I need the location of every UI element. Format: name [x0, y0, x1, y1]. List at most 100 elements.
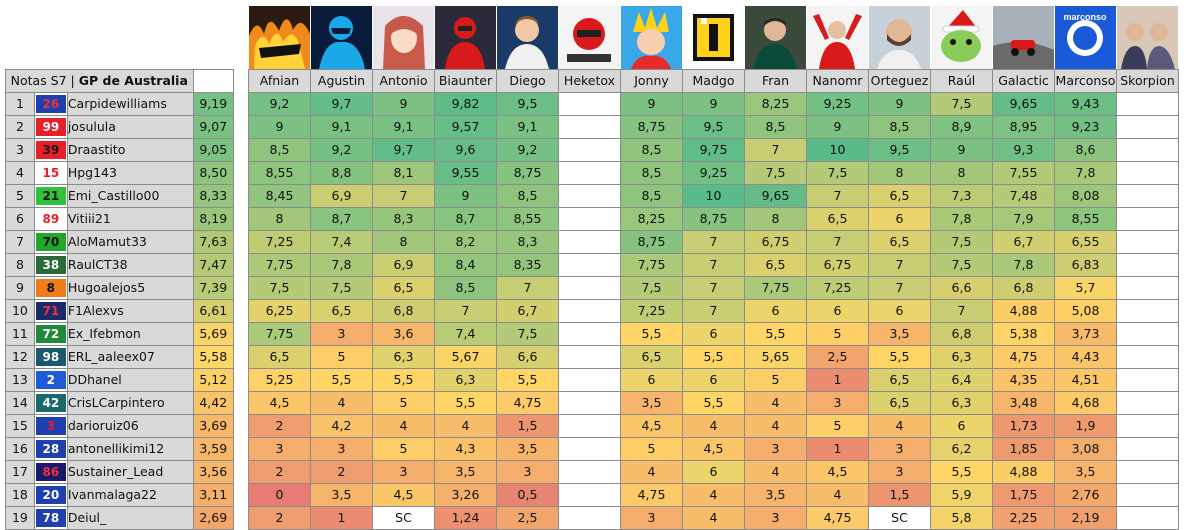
score-cell: 4 [682, 414, 745, 438]
score-cell: 5,5 [682, 391, 745, 415]
score-cell: 5,5 [682, 345, 745, 369]
score-cell: 7,9 [992, 207, 1055, 231]
kart-track-avatar-icon [993, 6, 1054, 69]
score-cell: 4,2 [310, 414, 373, 438]
score-cell: 3,5 [620, 391, 683, 415]
score-cell: 6,83 [1054, 253, 1117, 277]
score-cell: 4,5 [806, 460, 869, 484]
car-number-cell: 3 [33, 414, 68, 438]
score-cell: 8,75 [620, 230, 683, 254]
score-cell: 4 [434, 414, 497, 438]
judge-header-row: Afnian Agustin Antonio Biaunter Diego Heketox… [248, 69, 1179, 93]
average-cell: 9,19 [192, 92, 235, 116]
average-cell: 5,12 [192, 368, 235, 392]
score-cell: 3,48 [992, 391, 1055, 415]
score-cell: 1,85 [992, 437, 1055, 461]
score-cell: 5,5 [310, 368, 373, 392]
avatar [249, 6, 310, 69]
ranking-row: 6 89 Vitiii21 8,19 [5, 207, 235, 231]
score-cell: 10 [806, 138, 869, 162]
score-cell: 8,6 [1054, 138, 1117, 162]
score-cell: 8,3 [496, 230, 559, 254]
car-number-cell: 20 [33, 483, 68, 507]
position-cell: 1 [5, 92, 35, 116]
score-cell: 9 [868, 92, 931, 116]
score-cell: 7,4 [434, 322, 497, 346]
score-cell: 8,55 [248, 161, 311, 185]
scores-row: 7,25 7,4 8 8,2 8,3 8,75 7 6,75 7 6,5 7,5 6,7 6,55 [248, 230, 1179, 254]
score-cell: 6,55 [1054, 230, 1117, 254]
score-cell [1116, 345, 1179, 369]
score-cell: 6,3 [372, 345, 435, 369]
score-cell: 3 [310, 322, 373, 346]
score-cell: 6,8 [372, 299, 435, 323]
avatar [435, 6, 496, 69]
car-number-badge: 39 [35, 141, 66, 159]
scores-row: 7,75 7,8 6,9 8,4 8,35 7,75 7 6,5 6,75 7 7,5 7,8 6,83 [248, 253, 1179, 277]
average-cell: 5,58 [192, 345, 235, 369]
judge-header: Jonny [620, 69, 683, 93]
score-cell: 5,8 [930, 506, 993, 530]
score-cell: 7,5 [744, 161, 807, 185]
scores-row: 0 3,5 4,5 3,26 0,5 4,75 4 3,5 4 1,5 5,9 1,75 2,76 [248, 483, 1179, 507]
score-cell: 6 [930, 414, 993, 438]
score-cell: 7,3 [930, 184, 993, 208]
score-cell: 4,75 [620, 483, 683, 507]
position-cell: 3 [5, 138, 35, 162]
scores-row: 6,25 6,5 6,8 7 6,7 7,25 7 6 6 6 7 4,88 5,08 [248, 299, 1179, 323]
average-cell: 8,33 [192, 184, 235, 208]
score-cell: 8,5 [620, 138, 683, 162]
score-cell: 3 [744, 506, 807, 530]
score-cell [1116, 299, 1179, 323]
score-cell: 0,5 [496, 483, 559, 507]
driver-name-cell: antonellikimi12 [66, 437, 194, 461]
score-cell: 7,8 [930, 207, 993, 231]
judge-header: Skorpion [1116, 69, 1179, 93]
score-cell: 8,7 [310, 207, 373, 231]
score-cell: 2 [248, 460, 311, 484]
score-cell: 6,75 [806, 253, 869, 277]
average-cell: 7,39 [192, 276, 235, 300]
flame-logo-icon [249, 6, 310, 69]
score-cell: 7 [496, 276, 559, 300]
score-cell [558, 460, 621, 484]
score-cell: 8,55 [496, 207, 559, 231]
ranking-table: Notas S7 | GP de Australia 1 26 Carpidewil… [5, 69, 235, 530]
score-cell: 5,9 [930, 483, 993, 507]
car-number-badge: 86 [35, 463, 66, 481]
scores-row: 2 1 SC 1,24 2,5 3 4 3 4,75 SC 5,8 2,25 2,19 [248, 506, 1179, 530]
driver-name-cell: CrisLCarpintero [66, 391, 194, 415]
score-cell: 9,1 [372, 115, 435, 139]
score-cell: 8,75 [496, 161, 559, 185]
ranking-row: 15 3 darioruiz06 3,69 [5, 414, 235, 438]
score-cell: 7,4 [310, 230, 373, 254]
car-number-cell: 98 [33, 345, 68, 369]
scores-row: 8,45 6,9 7 9 8,5 8,5 10 9,65 7 6,5 7,3 7,48 8,08 [248, 184, 1179, 208]
score-cell: 9,5 [496, 92, 559, 116]
score-cell: 4,75 [992, 345, 1055, 369]
score-cell: 1,73 [992, 414, 1055, 438]
score-cell: 7 [682, 253, 745, 277]
score-cell: 4 [682, 506, 745, 530]
score-cell: 9,25 [682, 161, 745, 185]
judge-header: Marconso [1054, 69, 1117, 93]
position-cell: 16 [5, 437, 35, 461]
bearded-man-avatar-icon [869, 6, 930, 69]
average-cell: 3,56 [192, 460, 235, 484]
score-cell: 7 [868, 253, 931, 277]
score-cell: 4 [682, 483, 745, 507]
score-cell: 4 [744, 414, 807, 438]
score-cell: 7,55 [992, 161, 1055, 185]
car-number-badge: 28 [35, 440, 66, 458]
score-cell: 10 [682, 184, 745, 208]
ranking-row: 8 38 RaulCT38 7,47 [5, 253, 235, 277]
car-number-cell: 71 [33, 299, 68, 323]
score-cell: 6,25 [248, 299, 311, 323]
car-number-cell: 42 [33, 391, 68, 415]
ranking-row: 12 98 ERL_aaleex07 5,58 [5, 345, 235, 369]
score-cell: 9 [620, 92, 683, 116]
score-cell: 3,6 [372, 322, 435, 346]
score-cell: 3 [310, 437, 373, 461]
judge-header: Biaunter [434, 69, 497, 93]
score-cell: 8 [744, 207, 807, 231]
